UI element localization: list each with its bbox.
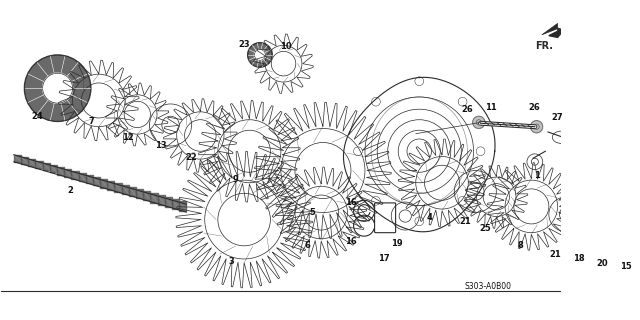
Circle shape — [254, 49, 266, 60]
Polygon shape — [549, 27, 566, 37]
Polygon shape — [542, 23, 564, 35]
Circle shape — [248, 43, 272, 67]
Text: 13: 13 — [155, 140, 167, 150]
Circle shape — [43, 73, 72, 103]
Text: FR.: FR. — [535, 41, 553, 51]
Text: 7: 7 — [88, 117, 94, 126]
Text: 14: 14 — [639, 255, 640, 264]
Text: 16: 16 — [345, 197, 357, 206]
Text: 24: 24 — [31, 112, 44, 121]
Text: 21: 21 — [459, 217, 470, 226]
Text: 23: 23 — [238, 40, 250, 49]
Text: S303-A0B00: S303-A0B00 — [465, 282, 512, 291]
Text: 22: 22 — [186, 153, 198, 162]
Text: 21: 21 — [549, 250, 561, 259]
Text: 15: 15 — [620, 262, 632, 271]
Text: 25: 25 — [479, 224, 491, 233]
Text: 6: 6 — [304, 241, 310, 250]
Text: 17: 17 — [378, 253, 390, 263]
Text: 3: 3 — [228, 257, 234, 266]
Circle shape — [531, 121, 543, 133]
Text: 12: 12 — [122, 133, 134, 142]
Text: 20: 20 — [596, 259, 608, 268]
Text: 27: 27 — [552, 114, 563, 123]
Text: 19: 19 — [390, 239, 403, 248]
Text: 4: 4 — [427, 213, 433, 222]
Text: 26: 26 — [528, 103, 540, 112]
Circle shape — [473, 116, 485, 128]
Text: 9: 9 — [232, 175, 238, 184]
Text: 26: 26 — [461, 105, 474, 114]
Text: 18: 18 — [573, 253, 584, 263]
Text: 8: 8 — [517, 241, 523, 250]
Text: 11: 11 — [485, 103, 497, 112]
Text: 10: 10 — [280, 42, 292, 51]
Circle shape — [24, 55, 91, 122]
Text: 5: 5 — [310, 208, 316, 217]
Text: 2: 2 — [68, 186, 74, 195]
Text: 1: 1 — [534, 171, 540, 180]
Text: 16: 16 — [345, 237, 357, 246]
